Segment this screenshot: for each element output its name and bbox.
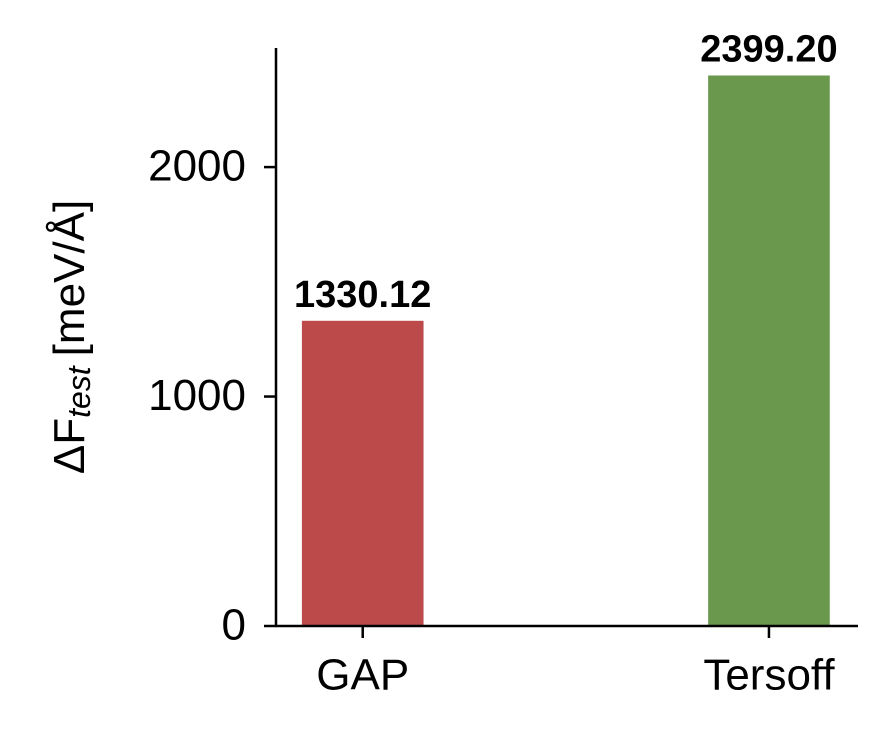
y-tick-label: 2000	[148, 142, 246, 191]
bar	[301, 320, 424, 626]
y-label-subscript: test	[61, 365, 97, 418]
y-tick-label: 0	[222, 601, 246, 650]
value-label: 2399.20	[700, 29, 837, 71]
y-axis-label: ΔFtest [meV/Å]	[45, 200, 98, 474]
value-label: 1330.12	[294, 274, 431, 316]
y-label-unit: [meV/Å]	[45, 200, 94, 357]
x-tick-label: Tersoff	[703, 651, 835, 700]
y-tick-label: 1000	[148, 371, 246, 420]
y-label-main: ΔF	[45, 418, 94, 474]
bar	[708, 75, 830, 627]
x-tick-label: GAP	[316, 651, 409, 700]
